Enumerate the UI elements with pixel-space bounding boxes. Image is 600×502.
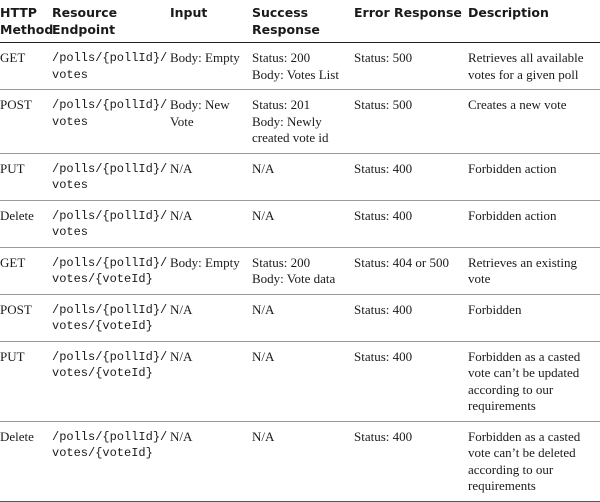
header-resource-endpoint: Resource Endpoint bbox=[50, 0, 168, 43]
cell-input: N/A bbox=[168, 341, 250, 422]
cell-input: N/A bbox=[168, 153, 250, 201]
cell-success-response: Status: 200 Body: Votes List bbox=[250, 42, 352, 90]
cell-error-response: Status: 500 bbox=[352, 89, 466, 154]
table-row: GET/polls/{pollId}/ votes/{voteId} Body: … bbox=[0, 247, 600, 295]
cell-resource-endpoint: /polls/{pollId}/ votes bbox=[50, 42, 168, 90]
table-row: GET/polls/{pollId}/ votes Body: Empty Stat… bbox=[0, 42, 600, 90]
cell-resource-endpoint: /polls/{pollId}/ votes/{voteId} bbox=[50, 341, 168, 422]
cell-success-response: Status: 201 Body: Newly created vote id bbox=[250, 89, 352, 154]
cell-success-response: Status: 200 Body: Vote data bbox=[250, 247, 352, 295]
header-description: Description bbox=[466, 0, 600, 43]
cell-input: N/A bbox=[168, 294, 250, 342]
cell-error-response: Status: 500 bbox=[352, 42, 466, 90]
table-row: POST/polls/{pollId}/ votes Body: New Vote… bbox=[0, 89, 600, 154]
header-error-response: Error Response bbox=[352, 0, 466, 43]
cell-error-response: Status: 400 bbox=[352, 421, 466, 502]
table-row: POST/polls/{pollId}/ votes/{voteId} N/A N/… bbox=[0, 294, 600, 342]
cell-http-method: Delete bbox=[0, 421, 50, 502]
cell-resource-endpoint: /polls/{pollId}/ votes bbox=[50, 89, 168, 154]
header-row: HTTP Method Resource Endpoint Input Succ… bbox=[0, 0, 600, 43]
cell-http-method: PUT bbox=[0, 341, 50, 422]
table-header: HTTP Method Resource Endpoint Input Succ… bbox=[0, 0, 600, 43]
cell-http-method: POST bbox=[0, 294, 50, 342]
cell-description: Forbidden as a casted vote can’t be upda… bbox=[466, 341, 600, 422]
cell-resource-endpoint: /polls/{pollId}/ votes bbox=[50, 153, 168, 201]
cell-resource-endpoint: /polls/{pollId}/ votes bbox=[50, 200, 168, 248]
cell-description: Forbidden action bbox=[466, 200, 600, 248]
cell-error-response: Status: 400 bbox=[352, 200, 466, 248]
header-success-response: Success Response bbox=[250, 0, 352, 43]
cell-description: Forbidden bbox=[466, 294, 600, 342]
table-row: Delete/polls/{pollId}/ votes/{voteId} N/A… bbox=[0, 421, 600, 502]
cell-description: Retrieves an existing vote bbox=[466, 247, 600, 295]
cell-http-method: GET bbox=[0, 42, 50, 90]
cell-success-response: N/A bbox=[250, 200, 352, 248]
cell-error-response: Status: 400 bbox=[352, 341, 466, 422]
cell-description: Retrieves all available votes for a give… bbox=[466, 42, 600, 90]
cell-resource-endpoint: /polls/{pollId}/ votes/{voteId} bbox=[50, 421, 168, 502]
cell-http-method: POST bbox=[0, 89, 50, 154]
cell-error-response: Status: 400 bbox=[352, 153, 466, 201]
cell-input: Body: New Vote bbox=[168, 89, 250, 154]
cell-description: Creates a new vote bbox=[466, 89, 600, 154]
cell-http-method: Delete bbox=[0, 200, 50, 248]
table-row: Delete/polls/{pollId}/ votes N/A N/A Status… bbox=[0, 200, 600, 248]
cell-input: N/A bbox=[168, 200, 250, 248]
cell-error-response: Status: 404 or 500 bbox=[352, 247, 466, 295]
cell-success-response: N/A bbox=[250, 153, 352, 201]
table-body: GET/polls/{pollId}/ votes Body: Empty Stat… bbox=[0, 42, 600, 502]
cell-http-method: GET bbox=[0, 247, 50, 295]
cell-input: Body: Empty bbox=[168, 42, 250, 90]
cell-error-response: Status: 400 bbox=[352, 294, 466, 342]
cell-input: Body: Empty bbox=[168, 247, 250, 295]
cell-description: Forbidden as a casted vote can’t be dele… bbox=[466, 421, 600, 502]
header-http-method: HTTP Method bbox=[0, 0, 53, 43]
cell-input: N/A bbox=[168, 421, 250, 502]
table-row: PUT/polls/{pollId}/ votes N/A N/A Status: 4… bbox=[0, 153, 600, 201]
cell-resource-endpoint: /polls/{pollId}/ votes/{voteId} bbox=[50, 294, 168, 342]
cell-success-response: N/A bbox=[250, 294, 352, 342]
cell-description: Forbidden action bbox=[466, 153, 600, 201]
header-input: Input bbox=[168, 0, 250, 43]
cell-resource-endpoint: /polls/{pollId}/ votes/{voteId} bbox=[50, 247, 168, 295]
cell-success-response: N/A bbox=[250, 341, 352, 422]
cell-success-response: N/A bbox=[250, 421, 352, 502]
cell-http-method: PUT bbox=[0, 153, 50, 201]
table-row: PUT/polls/{pollId}/ votes/{voteId} N/A N/A… bbox=[0, 341, 600, 422]
